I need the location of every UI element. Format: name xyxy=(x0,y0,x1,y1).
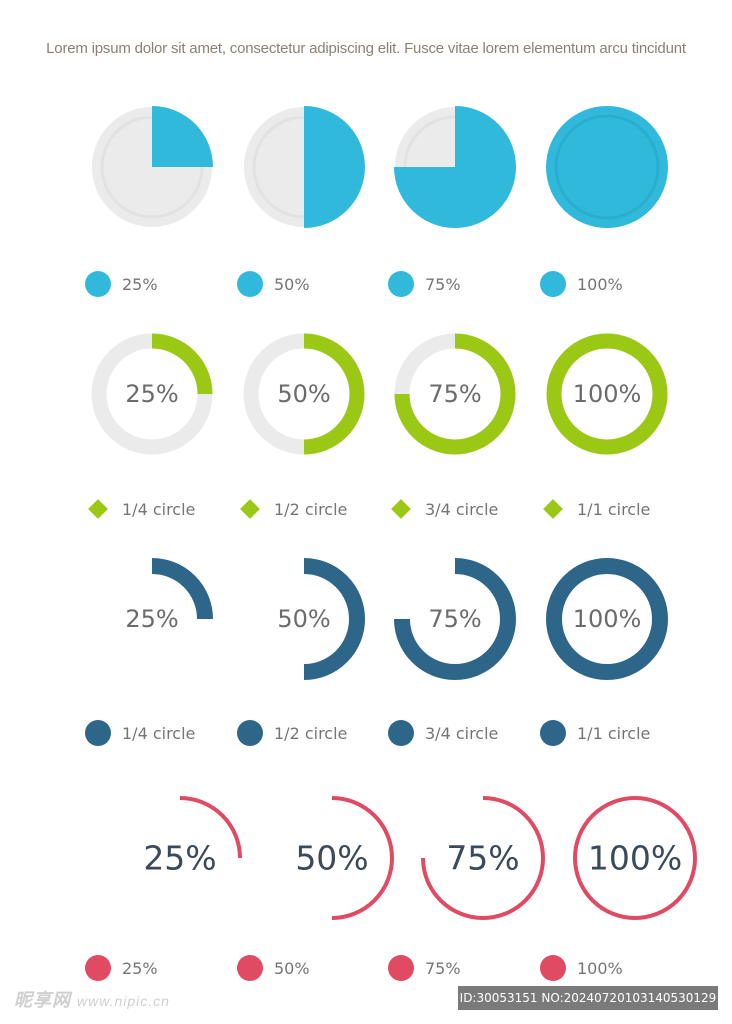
progress-arc xyxy=(151,558,213,620)
circle-icon xyxy=(540,720,566,746)
progress-percent-label: 75% xyxy=(446,839,519,878)
legend-label: 25% xyxy=(122,959,158,978)
circle-icon xyxy=(237,720,263,746)
progress-arc xyxy=(421,796,545,920)
circle-icon xyxy=(85,271,111,297)
circle-icon xyxy=(237,271,263,297)
circle-icon xyxy=(85,720,111,746)
progress-arc xyxy=(303,558,365,680)
caption-text: Lorem ipsum dolor sit amet, consectetur … xyxy=(46,40,686,57)
progress-percent-label: 100% xyxy=(573,605,642,633)
progress-percent-label: 25% xyxy=(143,839,216,878)
progress-circle-1-2 xyxy=(244,106,365,228)
progress-circle-4-3: 75% xyxy=(421,796,545,920)
progress-circle-3-3: 75% xyxy=(394,558,516,680)
circle-icon xyxy=(388,271,414,297)
legend-label: 100% xyxy=(577,275,623,294)
progress-arc xyxy=(546,333,668,455)
progress-circle-2-3: 75% xyxy=(394,333,516,455)
progress-circle-1-4 xyxy=(546,106,668,228)
circle-icon xyxy=(85,955,111,981)
legend-label: 1/2 circle xyxy=(274,500,347,519)
diamond-icon xyxy=(88,499,108,519)
progress-circle-1-1 xyxy=(92,106,213,227)
circle-icon xyxy=(388,720,414,746)
progress-arc xyxy=(331,796,394,920)
progress-arc xyxy=(151,333,213,395)
legend-label: 50% xyxy=(274,275,310,294)
legend-label: 50% xyxy=(274,959,310,978)
circle-icon xyxy=(540,955,566,981)
diamond-icon xyxy=(240,499,260,519)
progress-percent-label: 100% xyxy=(588,839,682,878)
circle-icon xyxy=(540,271,566,297)
circle-icon xyxy=(237,955,263,981)
progress-circle-1-3 xyxy=(394,106,516,228)
legend-label: 1/4 circle xyxy=(122,724,195,743)
pie-fill xyxy=(304,106,365,228)
watermark-id: ID:30053151 NO:20240720103140530129 xyxy=(458,986,718,1010)
diamond-icon xyxy=(391,499,411,519)
progress-percent-label: 50% xyxy=(295,839,368,878)
pie-fill xyxy=(546,106,668,228)
legend-label: 1/4 circle xyxy=(122,500,195,519)
progress-percent-label: 25% xyxy=(125,380,178,408)
progress-arc xyxy=(394,558,516,680)
progress-circle-3-4: 100% xyxy=(546,558,668,680)
progress-arc xyxy=(546,558,668,680)
legend-label: 1/1 circle xyxy=(577,724,650,743)
progress-arc xyxy=(303,333,365,455)
progress-circle-4-1: 25% xyxy=(143,796,242,878)
progress-percent-label: 25% xyxy=(125,605,178,633)
inner-ring xyxy=(554,114,660,220)
legend-label: 1/2 circle xyxy=(274,724,347,743)
watermark-logo: 昵享网 www.nipic.cn xyxy=(14,986,170,1012)
legend-label: 1/1 circle xyxy=(577,500,650,519)
progress-circle-4-2: 50% xyxy=(295,796,394,920)
diamond-icon xyxy=(543,499,563,519)
progress-arc xyxy=(179,796,242,859)
progress-arc xyxy=(573,796,697,920)
progress-circle-3-2: 50% xyxy=(277,558,365,680)
progress-arc xyxy=(394,333,516,455)
legend-label: 75% xyxy=(425,959,461,978)
progress-circle-2-1: 25% xyxy=(91,333,213,455)
progress-circle-2-2: 50% xyxy=(243,333,365,455)
legend-label: 3/4 circle xyxy=(425,500,498,519)
progress-circle-3-1: 25% xyxy=(125,558,213,633)
legend-label: 3/4 circle xyxy=(425,724,498,743)
circle-icon xyxy=(388,955,414,981)
pie-fill xyxy=(152,106,213,167)
progress-percent-label: 75% xyxy=(428,380,481,408)
legend-label: 75% xyxy=(425,275,461,294)
progress-circle-2-4: 100% xyxy=(546,333,668,455)
progress-percent-label: 50% xyxy=(277,605,330,633)
legend-label: 25% xyxy=(122,275,158,294)
watermark-site: 昵享网 xyxy=(14,990,71,1010)
progress-percent-label: 50% xyxy=(277,380,330,408)
progress-circle-4-4: 100% xyxy=(573,796,697,920)
progress-percent-label: 100% xyxy=(573,380,642,408)
legend-label: 100% xyxy=(577,959,623,978)
progress-percent-label: 75% xyxy=(428,605,481,633)
pie-fill xyxy=(394,106,516,228)
watermark-url: www.nipic.cn xyxy=(77,993,170,1009)
